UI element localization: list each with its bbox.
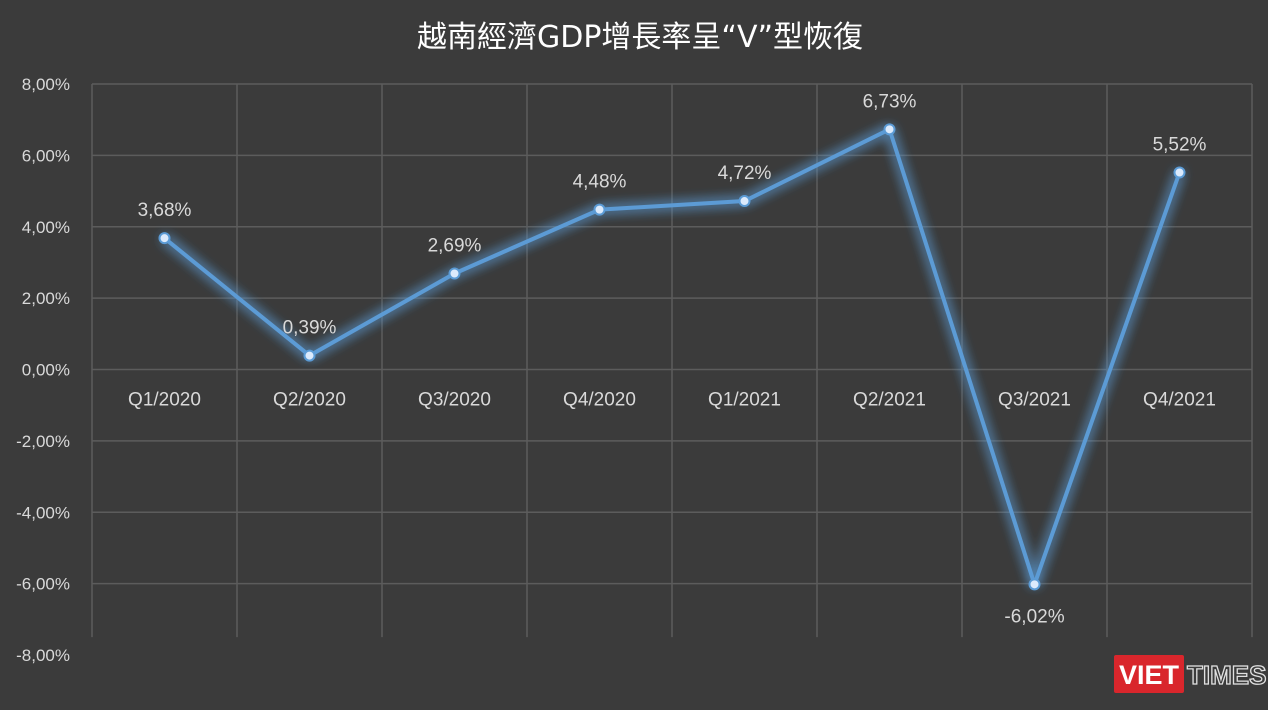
y-tick-label: -6,00% [16, 575, 70, 594]
data-point [593, 203, 606, 216]
data-point [738, 195, 751, 208]
x-tick-label: Q1/2020 [128, 390, 201, 411]
x-tick-label: Q2/2020 [273, 390, 346, 411]
y-tick-label: 0,00% [22, 361, 70, 380]
data-points [158, 123, 1186, 591]
data-label: 2,69% [428, 236, 482, 257]
x-tick-label: Q1/2021 [708, 390, 781, 411]
x-tick-label: Q3/2021 [998, 390, 1071, 411]
grid [91, 83, 1253, 638]
data-point [1173, 166, 1186, 179]
viettimes-logo: VIET TIMES [1114, 655, 1267, 693]
data-labels: 3,68% 0,39% 2,69% 4,48% 4,72% 6,73% -6,02% 5,52… [138, 91, 1207, 627]
y-tick-label: -2,00% [16, 432, 70, 451]
data-label: 6,73% [863, 91, 917, 112]
y-tick-label: 4,00% [22, 218, 70, 237]
x-tick-label: Q2/2021 [853, 390, 926, 411]
data-point [158, 232, 171, 245]
data-point [448, 267, 461, 280]
data-point [303, 349, 316, 362]
x-axis: Q1/2020 Q2/2020 Q3/2020 Q4/2020 Q1/2021 Q2/20… [128, 390, 1216, 411]
series-line [162, 127, 1182, 587]
logo-box [1114, 655, 1184, 693]
data-point [883, 123, 896, 136]
y-tick-label: 8,00% [22, 75, 70, 94]
data-label: 5,52% [1153, 135, 1207, 156]
data-label: 4,72% [718, 163, 772, 184]
x-tick-label: Q4/2020 [563, 390, 636, 411]
data-label: -6,02% [1004, 606, 1064, 627]
data-label: 0,39% [283, 318, 337, 339]
data-point [1028, 578, 1041, 591]
y-axis: 8,00% 6,00% 4,00% 2,00% 0,00% -2,00% -4,00% -6,… [16, 75, 70, 665]
data-label: 4,48% [573, 172, 627, 193]
logo-times-text: TIMES [1187, 660, 1266, 690]
x-tick-label: Q3/2020 [418, 390, 491, 411]
data-label: 3,68% [138, 200, 192, 221]
y-tick-label: -8,00% [16, 646, 70, 665]
y-tick-label: -4,00% [16, 503, 70, 522]
logo-viet-text: VIET [1119, 660, 1180, 690]
series-line-path [162, 127, 1182, 587]
y-tick-label: 6,00% [22, 146, 70, 165]
x-tick-label: Q4/2021 [1143, 390, 1216, 411]
y-tick-label: 2,00% [22, 289, 70, 308]
chart-title: 越南經濟GDP增長率呈“V”型恢復 [417, 20, 863, 55]
